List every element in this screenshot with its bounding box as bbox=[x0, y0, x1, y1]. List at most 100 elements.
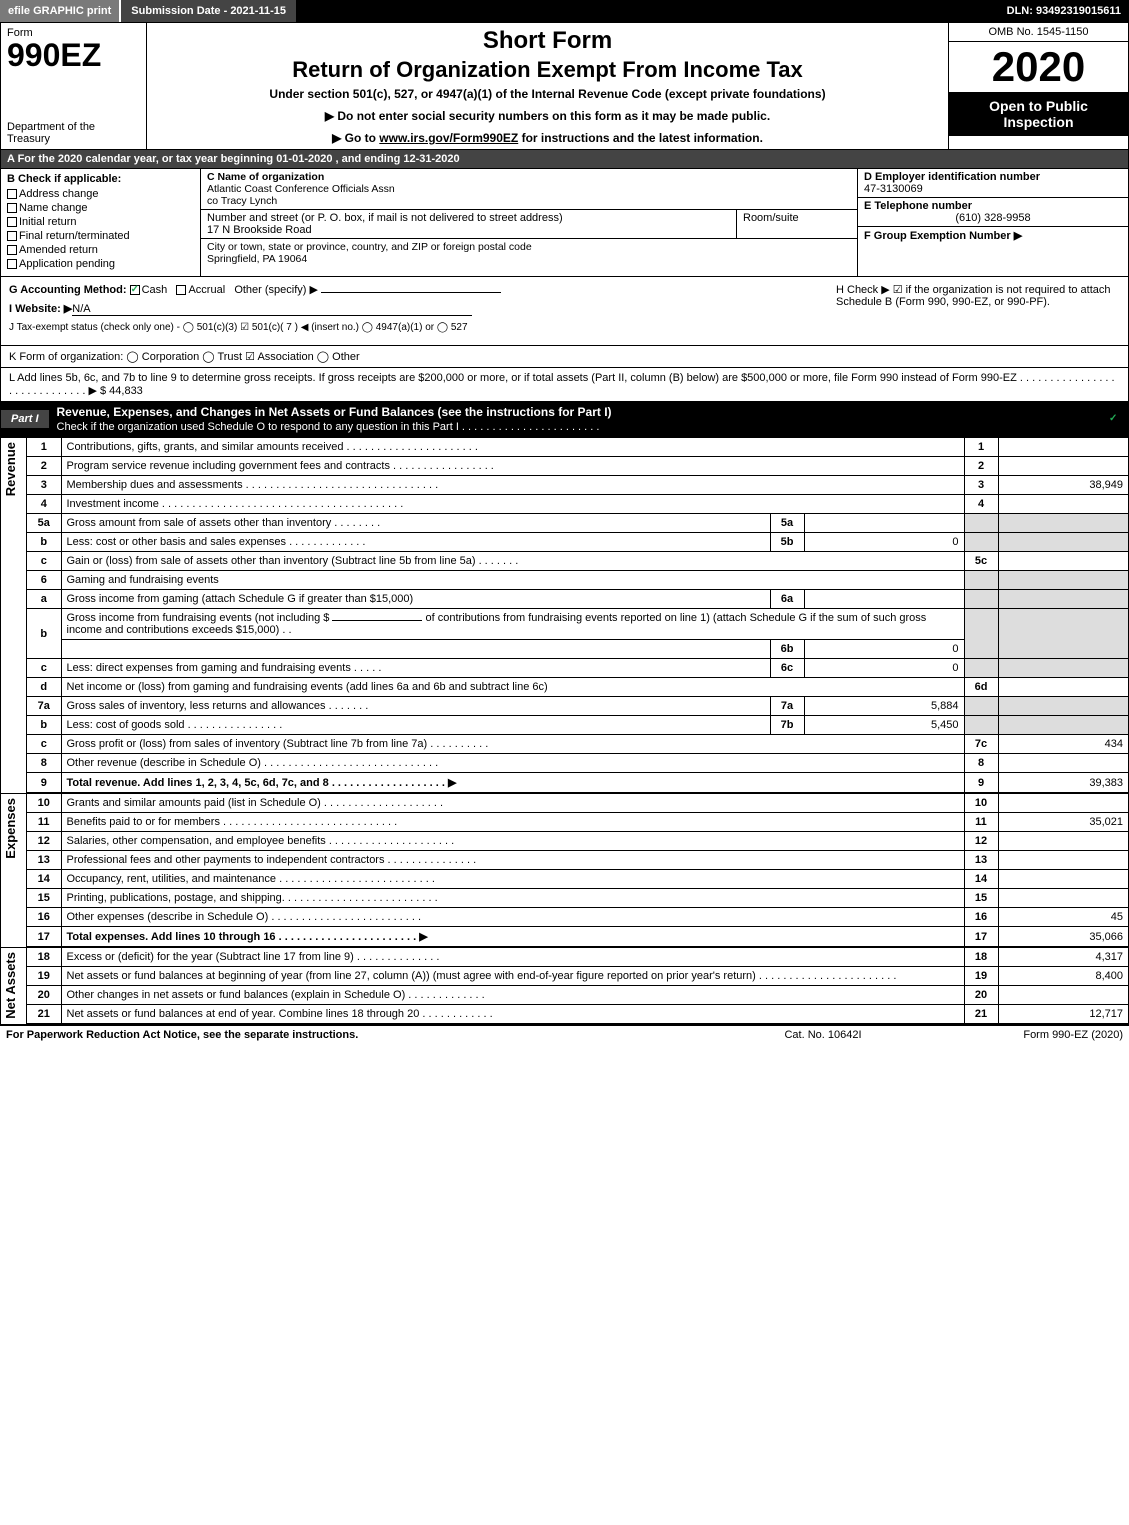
expenses-table: 10Grants and similar amounts paid (list … bbox=[27, 793, 1128, 947]
form-number: 990EZ bbox=[7, 39, 140, 71]
website-value: N/A bbox=[72, 303, 472, 316]
submission-date: Submission Date - 2021-11-15 bbox=[121, 0, 296, 22]
netassets-table: 18Excess or (deficit) for the year (Subt… bbox=[27, 947, 1128, 1024]
revenue-block: Revenue 1Contributions, gifts, grants, a… bbox=[1, 437, 1128, 793]
expenses-block: Expenses 10Grants and similar amounts pa… bbox=[1, 793, 1128, 947]
ghij-left: G Accounting Method: Cash Accrual Other … bbox=[1, 277, 828, 345]
line-5c: cGain or (loss) from sale of assets othe… bbox=[27, 552, 1128, 571]
chk-initial-return[interactable]: Initial return bbox=[7, 216, 194, 228]
line-2: 2Program service revenue including gover… bbox=[27, 457, 1128, 476]
line-16: 16Other expenses (describe in Schedule O… bbox=[27, 908, 1128, 927]
part-i-checkline: Check if the organization used Schedule … bbox=[57, 421, 600, 433]
room-suite-box: Room/suite bbox=[737, 210, 857, 238]
sub3-prefix: ▶ Go to bbox=[332, 131, 379, 145]
city-label: City or town, state or province, country… bbox=[207, 241, 851, 253]
top-bar: efile GRAPHIC print Submission Date - 20… bbox=[0, 0, 1129, 22]
line-13: 13Professional fees and other payments t… bbox=[27, 851, 1128, 870]
line-8: 8Other revenue (describe in Schedule O) … bbox=[27, 754, 1128, 773]
spacer bbox=[296, 0, 999, 22]
gross-receipts-value: 44,833 bbox=[109, 385, 143, 397]
col-b-checkboxes: B Check if applicable: Address change Na… bbox=[1, 169, 201, 276]
line-4: 4Investment income . . . . . . . . . . .… bbox=[27, 495, 1128, 514]
line-9: 9Total revenue. Add lines 1, 2, 3, 4, 5c… bbox=[27, 773, 1128, 793]
org-name-row: C Name of organization Atlantic Coast Co… bbox=[201, 169, 857, 210]
form-frame: Form 990EZ Department of the Treasury Sh… bbox=[0, 22, 1129, 1025]
street-label: Number and street (or P. O. box, if mail… bbox=[207, 212, 730, 224]
line-h: H Check ▶ ☑ if the organization is not r… bbox=[828, 277, 1128, 345]
part-i-tab: Part I bbox=[1, 410, 49, 428]
group-exemption-label: F Group Exemption Number ▶ bbox=[864, 229, 1122, 242]
footer-left: For Paperwork Reduction Act Notice, see … bbox=[6, 1029, 723, 1041]
part-i-schedule-o-check[interactable] bbox=[1100, 410, 1128, 428]
chk-cash[interactable] bbox=[130, 285, 140, 295]
open-to-public: Open to Public Inspection bbox=[949, 92, 1128, 136]
line-5a: 5aGross amount from sale of assets other… bbox=[27, 514, 1128, 533]
group-exemption-row: F Group Exemption Number ▶ bbox=[858, 227, 1128, 276]
line-6: 6Gaming and fundraising events bbox=[27, 571, 1128, 590]
subtitle-1: Under section 501(c), 527, or 4947(a)(1)… bbox=[155, 87, 940, 101]
chk-address-change[interactable]: Address change bbox=[7, 188, 194, 200]
tax-year: 2020 bbox=[949, 42, 1128, 92]
netassets-block: Net Assets 18Excess or (deficit) for the… bbox=[1, 947, 1128, 1024]
line-15: 15Printing, publications, postage, and s… bbox=[27, 889, 1128, 908]
part-i-header: Part I Revenue, Expenses, and Changes in… bbox=[1, 402, 1128, 437]
col-c-org-info: C Name of organization Atlantic Coast Co… bbox=[201, 169, 858, 276]
line-j: J Tax-exempt status (check only one) - ◯… bbox=[9, 322, 820, 333]
line-7a: 7aGross sales of inventory, less returns… bbox=[27, 697, 1128, 716]
row-a-tax-year: A For the 2020 calendar year, or tax yea… bbox=[1, 150, 1128, 169]
irs-link[interactable]: www.irs.gov/Form990EZ bbox=[379, 131, 518, 145]
chk-accrual[interactable] bbox=[176, 285, 186, 295]
section-ghij: G Accounting Method: Cash Accrual Other … bbox=[1, 277, 1128, 346]
netassets-side-label: Net Assets bbox=[1, 947, 27, 1024]
sub3-suffix: for instructions and the latest informat… bbox=[518, 131, 763, 145]
dept-treasury: Department of the Treasury bbox=[7, 121, 140, 145]
chk-application-pending[interactable]: Application pending bbox=[7, 258, 194, 270]
row-k: K Form of organization: ◯ Corporation ◯ … bbox=[1, 346, 1128, 368]
org-name-label: C Name of organization bbox=[207, 171, 851, 183]
line-7c: cGross profit or (loss) from sales of in… bbox=[27, 735, 1128, 754]
other-specify-input[interactable] bbox=[321, 292, 501, 293]
line-g: G Accounting Method: Cash Accrual Other … bbox=[9, 283, 820, 296]
org-name-value: Atlantic Coast Conference Officials Assn bbox=[207, 183, 851, 195]
chk-name-change[interactable]: Name change bbox=[7, 202, 194, 214]
phone-label: E Telephone number bbox=[864, 200, 1122, 212]
short-form-title: Short Form bbox=[155, 27, 940, 55]
line-18: 18Excess or (deficit) for the year (Subt… bbox=[27, 948, 1128, 967]
section-bcdef: B Check if applicable: Address change Na… bbox=[1, 169, 1128, 277]
street-value: 17 N Brookside Road bbox=[207, 224, 730, 236]
line-10: 10Grants and similar amounts paid (list … bbox=[27, 794, 1128, 813]
line-14: 14Occupancy, rent, utilities, and mainte… bbox=[27, 870, 1128, 889]
revenue-table: 1Contributions, gifts, grants, and simil… bbox=[27, 437, 1128, 793]
dln-label: DLN: 93492319015611 bbox=[999, 0, 1129, 22]
efile-print-button[interactable]: efile GRAPHIC print bbox=[0, 0, 121, 22]
subtitle-3: ▶ Go to www.irs.gov/Form990EZ for instru… bbox=[155, 131, 940, 145]
row-l: L Add lines 5b, 6c, and 7b to line 9 to … bbox=[1, 368, 1128, 402]
omb-number: OMB No. 1545-1150 bbox=[949, 23, 1128, 42]
chk-final-return[interactable]: Final return/terminated bbox=[7, 230, 194, 242]
line-11: 11Benefits paid to or for members . . . … bbox=[27, 813, 1128, 832]
line-3: 3Membership dues and assessments . . . .… bbox=[27, 476, 1128, 495]
line-1: 1Contributions, gifts, grants, and simil… bbox=[27, 438, 1128, 457]
line-17: 17Total expenses. Add lines 10 through 1… bbox=[27, 927, 1128, 947]
ein-label: D Employer identification number bbox=[864, 171, 1122, 183]
street-box: Number and street (or P. O. box, if mail… bbox=[201, 210, 737, 238]
header-right: OMB No. 1545-1150 2020 Open to Public In… bbox=[948, 23, 1128, 149]
col-def: D Employer identification number 47-3130… bbox=[858, 169, 1128, 276]
part-i-title: Revenue, Expenses, and Changes in Net As… bbox=[49, 402, 1100, 436]
line-12: 12Salaries, other compensation, and empl… bbox=[27, 832, 1128, 851]
chk-amended-return[interactable]: Amended return bbox=[7, 244, 194, 256]
col-b-heading: B Check if applicable: bbox=[7, 173, 194, 185]
header-left: Form 990EZ Department of the Treasury bbox=[1, 23, 147, 149]
city-value: Springfield, PA 19064 bbox=[207, 253, 851, 265]
line-6a: aGross income from gaming (attach Schedu… bbox=[27, 590, 1128, 609]
revenue-side-label: Revenue bbox=[1, 437, 27, 793]
room-label: Room/suite bbox=[743, 212, 851, 224]
main-title: Return of Organization Exempt From Incom… bbox=[155, 57, 940, 83]
line-i: I Website: ▶N/A bbox=[9, 302, 820, 316]
phone-value: (610) 328-9958 bbox=[864, 212, 1122, 224]
line-5b: bLess: cost or other basis and sales exp… bbox=[27, 533, 1128, 552]
city-row: City or town, state or province, country… bbox=[201, 239, 857, 267]
line-7b: bLess: cost of goods sold . . . . . . . … bbox=[27, 716, 1128, 735]
line-21: 21Net assets or fund balances at end of … bbox=[27, 1005, 1128, 1024]
ein-row: D Employer identification number 47-3130… bbox=[858, 169, 1128, 198]
